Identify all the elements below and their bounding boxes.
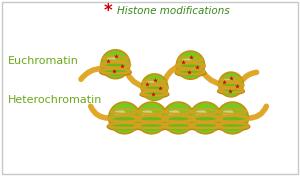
Circle shape [101, 50, 130, 79]
Text: Histone modifications: Histone modifications [117, 7, 230, 16]
Ellipse shape [103, 63, 128, 76]
Ellipse shape [218, 88, 244, 95]
Text: Heterochromatin: Heterochromatin [8, 96, 102, 105]
Text: *: * [104, 2, 112, 20]
Ellipse shape [161, 122, 196, 131]
Ellipse shape [220, 83, 242, 94]
Ellipse shape [164, 116, 193, 131]
Text: Euchromatin: Euchromatin [8, 56, 79, 66]
Ellipse shape [215, 122, 250, 131]
Circle shape [217, 102, 248, 134]
Circle shape [163, 102, 194, 134]
Ellipse shape [137, 116, 166, 131]
Circle shape [136, 102, 167, 134]
Ellipse shape [142, 110, 153, 117]
Ellipse shape [146, 80, 155, 86]
Ellipse shape [100, 68, 131, 76]
Ellipse shape [182, 58, 191, 64]
Ellipse shape [223, 78, 232, 84]
Circle shape [141, 74, 168, 100]
Ellipse shape [178, 64, 203, 76]
Ellipse shape [191, 116, 220, 131]
Circle shape [219, 72, 243, 97]
Ellipse shape [218, 116, 247, 131]
Ellipse shape [115, 110, 126, 117]
Ellipse shape [107, 122, 142, 131]
Ellipse shape [142, 86, 167, 98]
Ellipse shape [110, 116, 139, 131]
Circle shape [109, 102, 140, 134]
Circle shape [176, 51, 205, 79]
Ellipse shape [134, 122, 169, 131]
Ellipse shape [106, 57, 116, 63]
Ellipse shape [175, 69, 206, 77]
Ellipse shape [169, 110, 180, 117]
Ellipse shape [140, 91, 169, 98]
Ellipse shape [223, 110, 234, 117]
Ellipse shape [188, 122, 223, 131]
Circle shape [190, 102, 221, 134]
Ellipse shape [196, 110, 207, 117]
